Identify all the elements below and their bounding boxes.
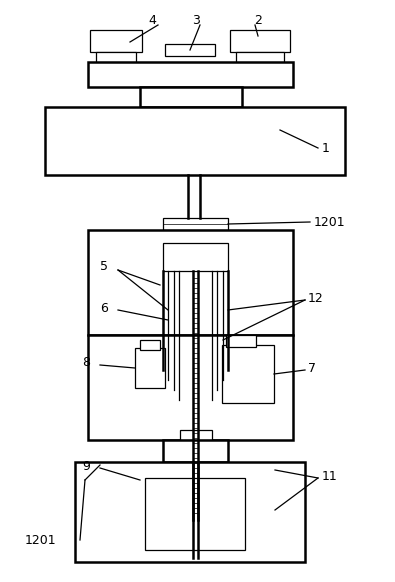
Bar xyxy=(90,30,142,52)
Bar xyxy=(88,62,293,87)
Text: 12: 12 xyxy=(308,292,324,304)
Bar xyxy=(140,87,242,107)
Bar xyxy=(96,52,136,67)
Bar xyxy=(135,348,165,388)
Text: 1201: 1201 xyxy=(314,215,346,229)
Text: 11: 11 xyxy=(322,470,338,482)
Text: 1: 1 xyxy=(322,141,330,154)
Text: 2: 2 xyxy=(254,13,262,27)
Text: 1201: 1201 xyxy=(25,534,56,546)
Bar xyxy=(222,345,274,403)
Bar xyxy=(226,335,256,347)
Bar xyxy=(163,440,228,462)
Text: 3: 3 xyxy=(192,13,200,27)
Bar xyxy=(163,218,228,230)
Bar xyxy=(163,243,228,271)
Bar xyxy=(180,430,212,440)
Bar xyxy=(75,462,305,562)
Text: 8: 8 xyxy=(82,357,90,370)
Bar xyxy=(230,30,290,52)
Bar xyxy=(140,340,160,350)
Text: 9: 9 xyxy=(82,460,90,473)
Text: 4: 4 xyxy=(148,13,156,27)
Text: 6: 6 xyxy=(100,301,108,314)
Text: 5: 5 xyxy=(100,261,108,274)
Text: 7: 7 xyxy=(308,361,316,374)
Bar xyxy=(88,335,293,440)
Bar xyxy=(236,52,284,67)
Bar xyxy=(145,478,245,550)
Bar xyxy=(45,107,345,175)
Bar xyxy=(165,44,215,56)
Bar xyxy=(88,230,293,335)
